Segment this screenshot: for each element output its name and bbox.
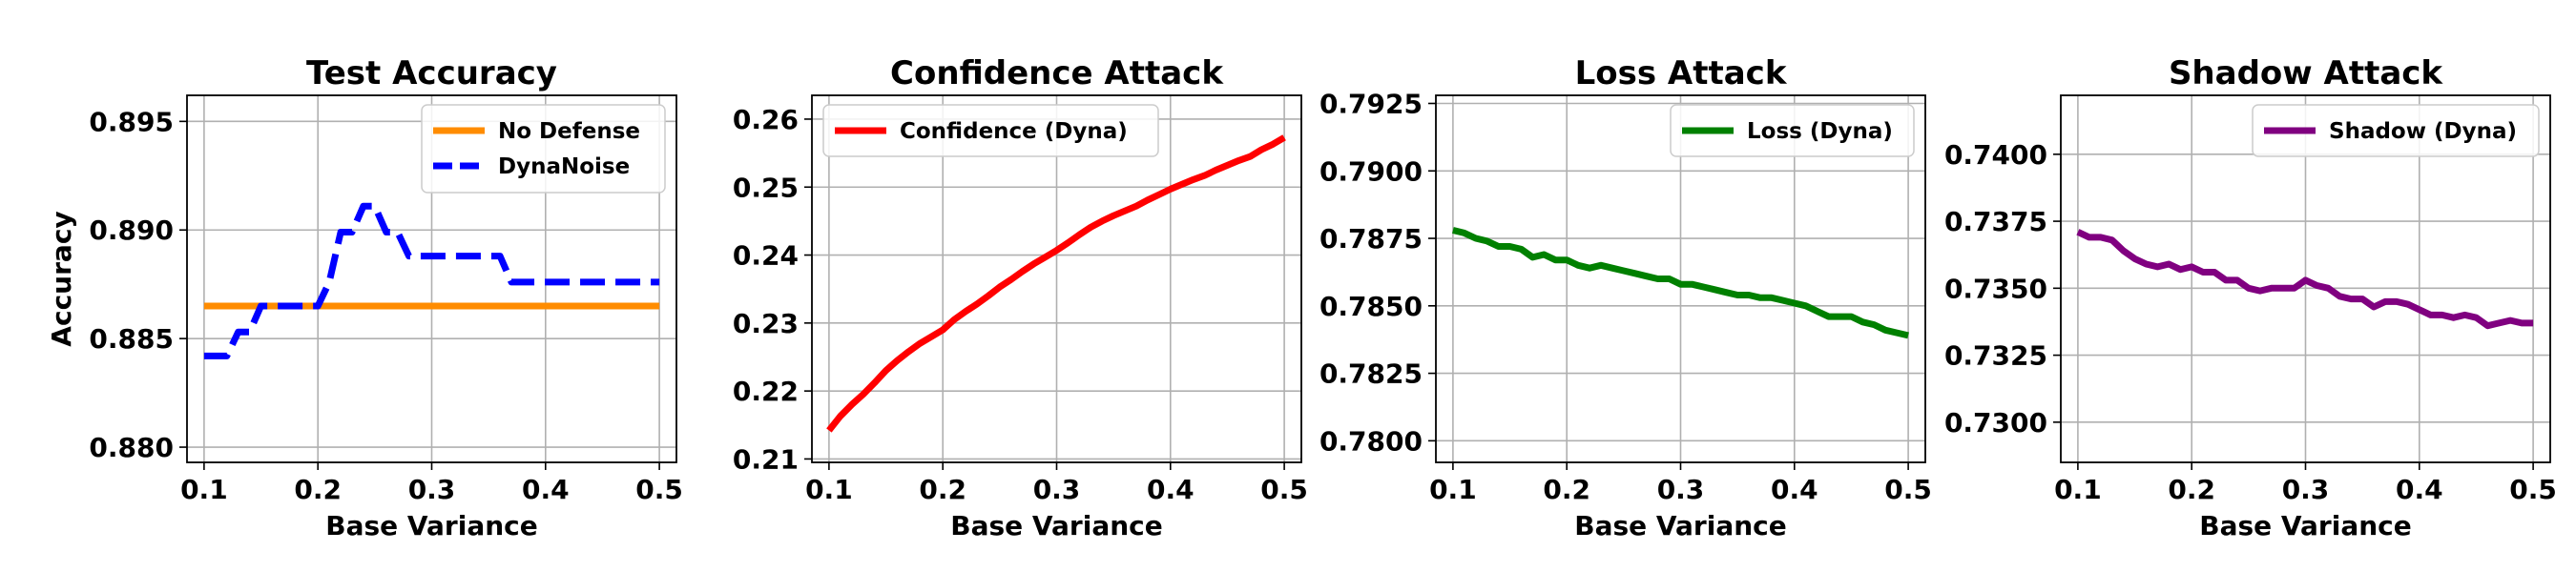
- x-tick-label: 0.2: [1543, 474, 1590, 505]
- x-tick-label: 0.4: [1771, 474, 1818, 505]
- y-tick-label: 0.890: [89, 214, 174, 246]
- series-line-loss-dyna: [1452, 227, 1909, 339]
- chart-panel-1: 0.1 0.2 0.3 0.4 0.5 0.880 0.885 0.890 0.895 No De…: [46, 54, 683, 541]
- x-tick-label: 0.2: [2168, 474, 2215, 505]
- x-tick-label: 0.5: [635, 474, 683, 505]
- y-tick-label: 0.7325: [1944, 340, 2047, 372]
- chart-panel-3: 0.1 0.2 0.3 0.4 0.5 0.7800 0.7825 0.7850 0.7875 0…: [1319, 54, 1932, 541]
- x-tick-label: 0.5: [2509, 474, 2557, 505]
- x-tick-label: 0.1: [1429, 474, 1477, 505]
- chart-title: Loss Attack: [1575, 54, 1788, 92]
- chart-panel-2: 0.1 0.2 0.3 0.4 0.5 0.21 0.22 0.23 0.24 0.25 0.26 C…: [733, 54, 1308, 541]
- chart-panel-4: 0.1 0.2 0.3 0.4 0.5 0.7300 0.7325 0.7350 0.7375 0…: [1944, 54, 2557, 541]
- y-tick-label: 0.880: [89, 432, 174, 463]
- plot-frame: [186, 94, 677, 463]
- x-tick-label: 0.3: [408, 474, 456, 505]
- y-tick-label: 0.21: [733, 443, 799, 475]
- x-tick-label: 0.3: [2282, 474, 2330, 505]
- plot-frame: [2060, 94, 2551, 463]
- series-line-confidence-dyna: [826, 134, 1286, 433]
- x-tick-label: 0.1: [2054, 474, 2102, 505]
- x-tick-label: 0.5: [1884, 474, 1932, 505]
- y-tick-label: 0.7900: [1319, 155, 1423, 187]
- legend: Shadow (Dyna): [2252, 104, 2540, 157]
- plot-frame: [1435, 94, 1926, 463]
- legend-label: Loss (Dyna): [1747, 119, 1893, 144]
- x-axis-label: Base Variance: [325, 510, 538, 541]
- x-tick-label: 0.1: [180, 474, 228, 505]
- y-axis-label: Accuracy: [46, 211, 77, 346]
- y-tick-label: 0.7400: [1944, 139, 2047, 171]
- legend-label: Shadow (Dyna): [2329, 119, 2517, 144]
- x-tick-label: 0.2: [919, 474, 966, 505]
- x-axis-label: Base Variance: [950, 510, 1163, 541]
- y-tick-label: 0.26: [733, 104, 799, 135]
- y-tick-label: 0.7300: [1944, 407, 2047, 439]
- legend-label: DynaNoise: [498, 154, 630, 179]
- x-axis-label: Base Variance: [2199, 510, 2412, 541]
- x-tick-label: 0.4: [1147, 474, 1195, 505]
- y-tick-label: 0.7925: [1319, 88, 1423, 119]
- x-tick-label: 0.2: [294, 474, 342, 505]
- y-tick-label: 0.7875: [1319, 223, 1423, 255]
- x-tick-label: 0.4: [522, 474, 570, 505]
- x-axis-label: Base Variance: [1574, 510, 1787, 541]
- legend-box: [1670, 104, 1915, 157]
- y-tick-label: 0.25: [733, 172, 799, 203]
- legend: Loss (Dyna): [1670, 104, 1915, 157]
- y-tick-label: 0.24: [733, 240, 799, 272]
- y-tick-label: 0.7825: [1319, 358, 1423, 390]
- chart-title: Confidence Attack: [890, 54, 1224, 92]
- legend: Confidence (Dyna): [822, 104, 1159, 157]
- chart-title: Test Accuracy: [306, 54, 557, 92]
- plot-frame: [811, 94, 1302, 463]
- y-tick-label: 0.885: [89, 323, 174, 355]
- y-tick-label: 0.895: [89, 106, 174, 137]
- y-tick-label: 0.7375: [1944, 206, 2047, 237]
- y-tick-label: 0.7800: [1319, 425, 1423, 457]
- x-tick-label: 0.5: [1260, 474, 1308, 505]
- legend-box: [2252, 104, 2540, 157]
- legend-box: [421, 104, 666, 194]
- series-line-dynanoise: [203, 202, 660, 359]
- x-tick-label: 0.3: [1657, 474, 1705, 505]
- legend-box: [822, 104, 1159, 157]
- legend: No Defense DynaNoise: [421, 104, 666, 194]
- legend-label: No Defense: [498, 119, 640, 144]
- series-line-shadow-dyna: [2076, 229, 2534, 330]
- legend-label: Confidence (Dyna): [900, 119, 1128, 144]
- y-tick-label: 0.23: [733, 308, 799, 339]
- x-tick-label: 0.1: [805, 474, 853, 505]
- y-tick-label: 0.22: [733, 376, 799, 407]
- y-tick-label: 0.7350: [1944, 273, 2047, 304]
- chart-title: Shadow Attack: [2169, 54, 2443, 92]
- x-tick-label: 0.3: [1033, 474, 1081, 505]
- y-tick-label: 0.7850: [1319, 291, 1423, 322]
- x-tick-label: 0.4: [2396, 474, 2443, 505]
